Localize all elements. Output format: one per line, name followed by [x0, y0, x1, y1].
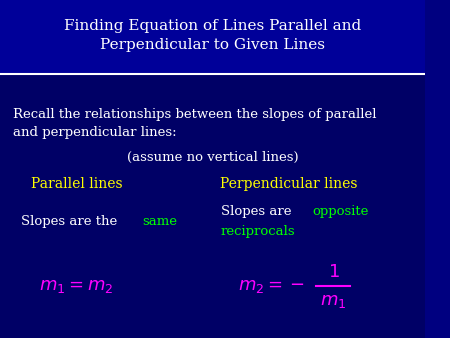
- Text: Slopes are the: Slopes are the: [21, 215, 122, 228]
- Text: same: same: [142, 215, 177, 228]
- FancyBboxPatch shape: [0, 0, 425, 74]
- Text: (assume no vertical lines): (assume no vertical lines): [126, 151, 298, 164]
- Text: $1$: $1$: [328, 263, 339, 281]
- Text: $m_1 = m_2$: $m_1 = m_2$: [39, 276, 114, 295]
- Text: Parallel lines: Parallel lines: [31, 177, 122, 191]
- Text: Recall the relationships between the slopes of parallel
and perpendicular lines:: Recall the relationships between the slo…: [13, 108, 376, 139]
- Text: Slopes are: Slopes are: [221, 205, 296, 218]
- FancyBboxPatch shape: [0, 74, 425, 338]
- Text: $m_2 = -$: $m_2 = -$: [238, 276, 305, 295]
- Text: Perpendicular lines: Perpendicular lines: [220, 177, 358, 191]
- Text: $m_1$: $m_1$: [320, 292, 346, 310]
- Text: opposite: opposite: [312, 205, 369, 218]
- Text: reciprocals: reciprocals: [221, 225, 296, 238]
- Text: Finding Equation of Lines Parallel and
Perpendicular to Given Lines: Finding Equation of Lines Parallel and P…: [64, 19, 361, 52]
